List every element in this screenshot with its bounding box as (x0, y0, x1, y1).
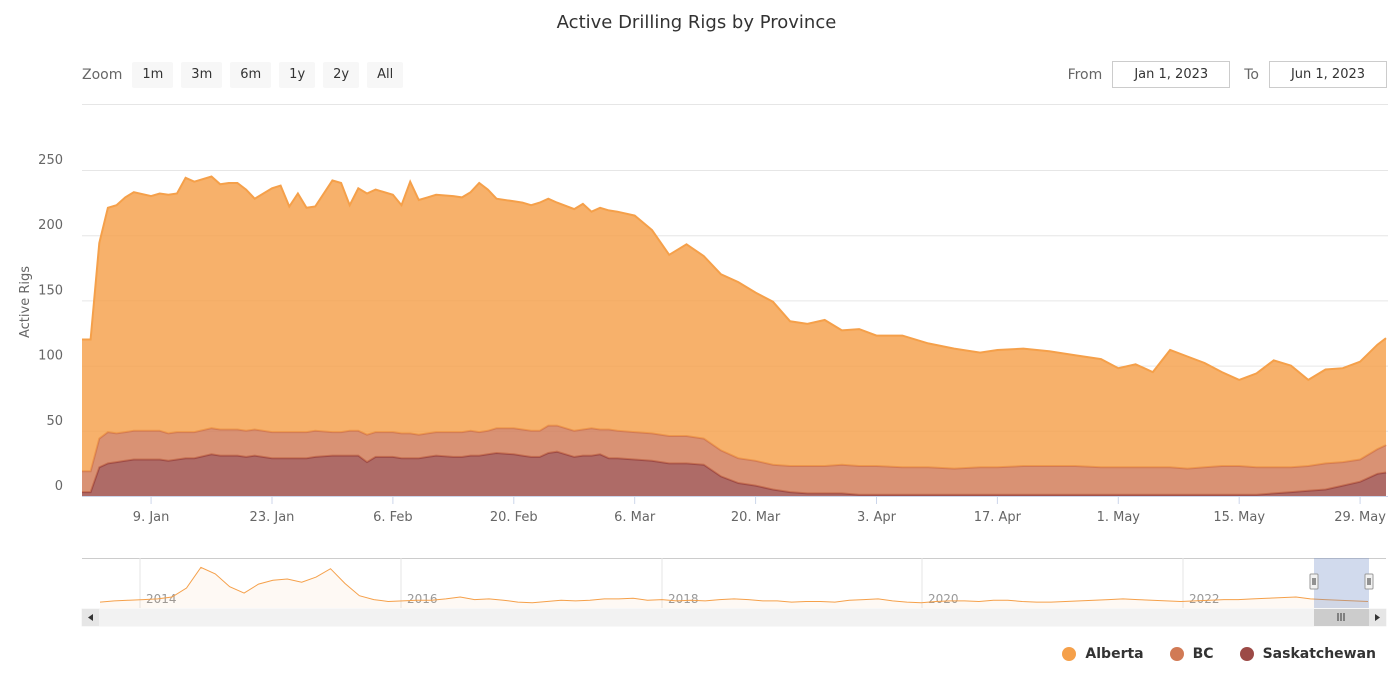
date-range-selector: From Jan 1, 2023 To Jun 1, 2023 (1068, 61, 1387, 88)
x-tick-label: 6. Feb (373, 510, 413, 525)
legend: Alberta BC Saskatchewan (1062, 646, 1376, 662)
axes: 0 50 100 150 200 250 9. Jan 23. Jan 6. Feb 20. Fe… (38, 153, 1388, 525)
zoom-2y-button[interactable]: 2y (323, 62, 360, 88)
chart-title: Active Drilling Rigs by Province (556, 12, 837, 33)
legend-label-bc: BC (1192, 646, 1214, 662)
y-tick-label: 0 (55, 479, 63, 494)
from-label: From (1067, 66, 1103, 83)
scroll-right-arrow-icon (1375, 614, 1380, 621)
x-tick-label: 6. Mar (614, 510, 656, 525)
y-tick-label: 250 (38, 153, 63, 168)
navigator-handle-right[interactable] (1364, 573, 1374, 590)
to-label: To (1244, 66, 1259, 83)
navigator-year-label: 2016 (407, 592, 438, 606)
area-saskatchewan[interactable] (82, 451, 1386, 496)
y-axis-title: Active Rigs (18, 266, 33, 338)
legend-dot-bc (1169, 647, 1184, 661)
legend-dot-saskatchewan (1239, 647, 1254, 661)
x-tick-label: 20. Mar (731, 510, 781, 525)
y-tick-label: 100 (38, 349, 63, 364)
zoom-3m-button[interactable]: 3m (181, 62, 223, 88)
area-alberta[interactable] (82, 176, 1386, 472)
from-date-input[interactable]: Jan 1, 2023 (1112, 61, 1231, 88)
navigator-year-label: 2018 (668, 592, 699, 606)
navigator-series-line (99, 566, 1369, 604)
navigator-background (82, 558, 1386, 608)
legend-item-alberta[interactable]: Alberta (1062, 646, 1144, 662)
x-tick-label: 17. Apr (974, 510, 1022, 525)
x-tick-label: 3. Apr (857, 510, 897, 525)
series-areas (82, 175, 1387, 496)
navigator-selection[interactable] (1314, 558, 1369, 608)
zoom-all-button[interactable]: All (367, 62, 404, 88)
x-tick-label: 1. May (1097, 510, 1141, 525)
x-tick-label: 29. May (1334, 510, 1386, 525)
scroll-left-arrow-icon (88, 614, 93, 621)
navigator-handle-left[interactable] (1309, 573, 1319, 590)
zoom-1m-button[interactable]: 1m (132, 62, 174, 88)
legend-item-bc[interactable]: BC (1169, 646, 1214, 662)
x-tick-label: 20. Feb (490, 510, 538, 525)
zoom-label: Zoom (82, 67, 123, 83)
line-alberta[interactable] (82, 175, 1387, 382)
navigator-year-label: 2022 (1189, 592, 1220, 606)
to-date-input[interactable]: Jun 1, 2023 (1269, 61, 1387, 88)
zoom-1y-button[interactable]: 1y (279, 62, 316, 88)
legend-label-saskatchewan: Saskatchewan (1262, 646, 1376, 662)
navigator-year-label: 2014 (146, 592, 177, 606)
zoom-bar: Zoom 1m 3m 6m 1y 2y All (82, 61, 404, 89)
area-bc[interactable] (82, 425, 1386, 495)
x-tick-label: 15. May (1213, 510, 1265, 525)
navigator-year-label: 2020 (928, 592, 959, 606)
zoom-6m-button[interactable]: 6m (230, 62, 272, 88)
x-tick-label: 9. Jan (133, 510, 170, 525)
legend-item-saskatchewan[interactable]: Saskatchewan (1239, 646, 1376, 662)
y-tick-label: 200 (38, 218, 63, 233)
x-tick-label: 23. Jan (250, 510, 295, 525)
navigator[interactable]: 2014 2016 2018 2020 2022 (81, 558, 1387, 627)
y-tick-label: 150 (38, 283, 63, 298)
y-tick-label: 50 (46, 414, 63, 429)
scrollbar-track[interactable] (81, 608, 1387, 627)
legend-dot-alberta (1062, 647, 1077, 661)
navigator-area (100, 567, 1368, 608)
legend-label-alberta: Alberta (1085, 646, 1144, 662)
